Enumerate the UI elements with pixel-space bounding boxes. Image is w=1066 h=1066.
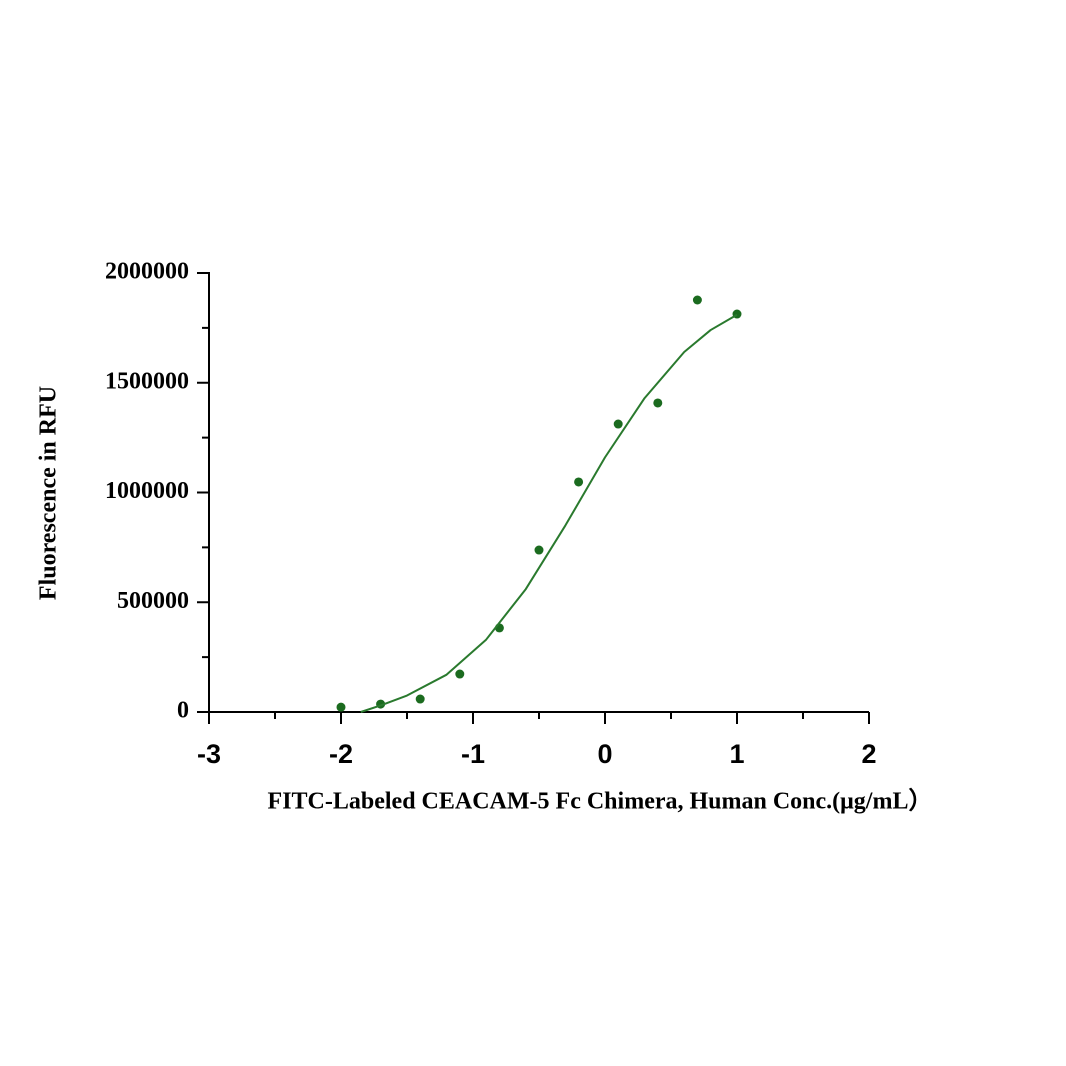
- y-tick-label: 500000: [117, 588, 189, 614]
- y-tick-label: 1000000: [105, 478, 189, 504]
- y-tick-label: 1500000: [105, 368, 189, 394]
- point: [455, 669, 465, 679]
- x-tick-label: -1: [461, 739, 485, 769]
- x-tick-label: 2: [861, 739, 876, 769]
- point: [692, 295, 702, 305]
- point: [415, 694, 425, 704]
- y-tick-label: 0: [177, 698, 189, 724]
- x-tick-label: -2: [329, 739, 353, 769]
- point: [613, 419, 623, 429]
- point: [574, 477, 584, 487]
- y-tick-label: 2000000: [105, 259, 189, 285]
- fit-curve: [360, 313, 738, 713]
- x-axis-label: FITC-Labeled CEACAM-5 Fc Chimera, Human …: [268, 788, 933, 815]
- point: [534, 545, 544, 555]
- y-axis-label: Fluorescence in RFU: [36, 386, 62, 600]
- x-tick-label: 1: [729, 739, 744, 769]
- point: [336, 702, 346, 712]
- point: [653, 398, 663, 408]
- x-tick-label: 0: [597, 739, 612, 769]
- x-tick-label: -3: [197, 739, 221, 769]
